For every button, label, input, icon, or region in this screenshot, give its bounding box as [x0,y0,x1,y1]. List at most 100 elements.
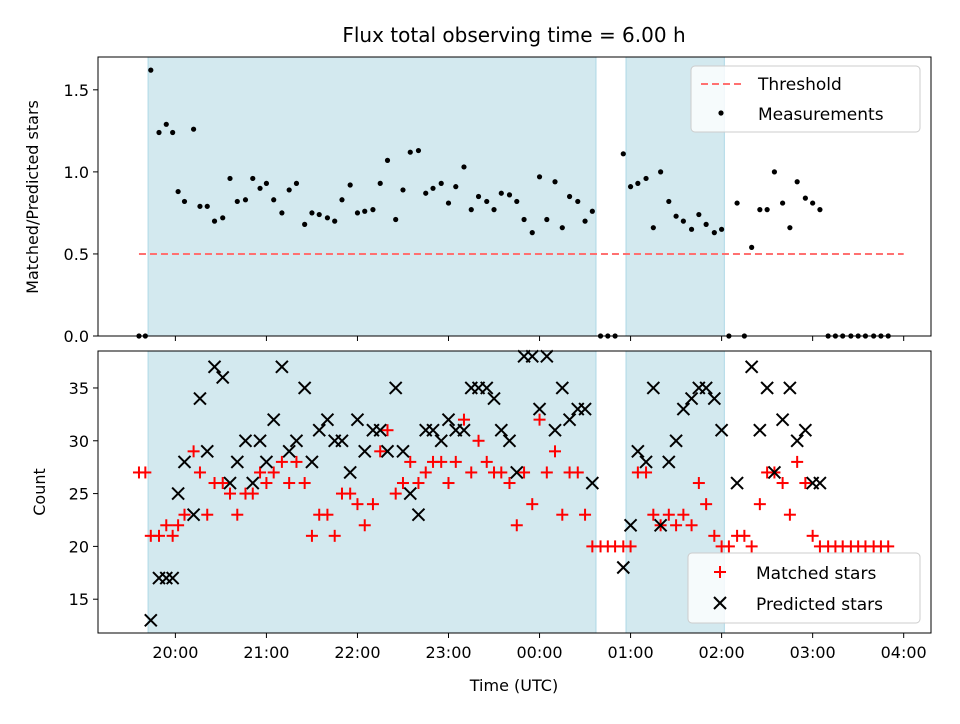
y-tick-label: 0.0 [64,327,89,346]
legend-predicted-swatch [713,596,727,610]
measurement-point [393,216,399,223]
measurement-point [175,188,181,195]
predicted-point [585,476,600,490]
predicted-point [223,476,237,490]
measurement-point [794,179,800,185]
matched-point [419,466,432,479]
measurement-point [347,182,353,188]
predicted-point [540,349,554,363]
matched-point [193,466,206,479]
measurement-point [370,207,376,213]
measurement-point [521,216,527,223]
matched-point [465,466,478,479]
matched-point [480,455,493,468]
matched-point [328,529,341,542]
predicted-point [562,412,577,427]
predicted-point [350,412,365,427]
measurement-point [810,200,816,206]
matched-point [708,529,721,542]
predicted-point [578,402,592,416]
predicted-point [480,381,494,395]
measurement-point [423,190,429,196]
matched-point [321,508,334,521]
predicted-point [320,412,335,427]
matched-point [152,529,165,542]
predicted-point [275,360,289,374]
legend-matched-swatch [714,566,726,578]
measurement-point [529,230,535,236]
measurement-point [514,198,520,205]
matched-point [806,529,819,542]
matched-point [799,477,812,490]
predicted-point [282,444,296,459]
predicted-point [548,423,562,437]
measurement-point [339,197,345,203]
y-tick-label: 1.0 [64,163,89,182]
measurement-point [802,195,808,201]
predicted-point [207,360,222,374]
measurement-point [430,185,436,191]
x-tick-label: 22:00 [334,643,380,662]
measurement-point [250,175,256,182]
predicted-point [653,518,668,532]
measurement-point [302,221,308,227]
matched-point [442,477,455,490]
matched-point [231,508,244,521]
matched-point [571,466,584,479]
measurement-point [680,218,686,224]
measurement-point [407,149,413,155]
predicted-point [297,381,312,395]
y-tick-label: 35 [69,379,89,398]
predicted-point [525,349,539,363]
measurement-point [688,226,695,232]
predicted-point [343,465,357,480]
predicted-point [396,444,410,459]
matched-point [518,466,531,479]
measurement-point [324,215,331,221]
matched-point [579,508,592,521]
measurement-point [220,215,226,221]
x-tick-label: 04:00 [881,643,927,662]
predicted-point [358,444,372,459]
predicted-point [426,423,440,437]
measurement-point [771,169,778,175]
predicted-point [662,455,676,469]
matched-point [404,455,417,468]
predicted-point [646,381,661,395]
measurement-point [309,210,315,216]
measurement-point [696,211,702,218]
observing-span-0 [147,350,597,634]
predicted-point [676,402,691,416]
measurement-point [703,221,709,227]
matched-point [670,519,683,532]
measurement-point [453,184,459,190]
matched-point [495,466,508,479]
matched-point [351,498,364,511]
predicted-point [259,455,274,469]
predicted-point [165,571,180,585]
matched-point [510,519,523,532]
measurement-point [279,210,285,216]
matched-point [224,487,237,500]
x-tick-label: 00:00 [516,643,562,662]
measurement-point [286,187,292,193]
ratio-ylabel: Matched/Predicted stars [23,100,42,294]
predicted-point [631,444,645,459]
legend-measurements-swatch [718,110,724,116]
measurement-point [643,175,649,182]
predicted-point [434,434,448,448]
matched-point [246,487,259,500]
measurement-point [400,187,406,193]
legend-predicted-label: Predicted stars [756,595,883,615]
counts-ylabel: Count [30,468,49,516]
predicted-point [639,455,653,469]
predicted-point [783,381,797,395]
measurement-point [817,207,823,213]
predicted-point [753,423,767,437]
predicted-point [798,423,813,437]
y-tick-label: 30 [69,432,89,451]
matched-point [160,519,173,532]
measurement-point [242,197,249,203]
counts-panel: 15 20 25 30 35 20:00 21:00 22:00 23:00 00:00 01:0… [30,349,932,695]
